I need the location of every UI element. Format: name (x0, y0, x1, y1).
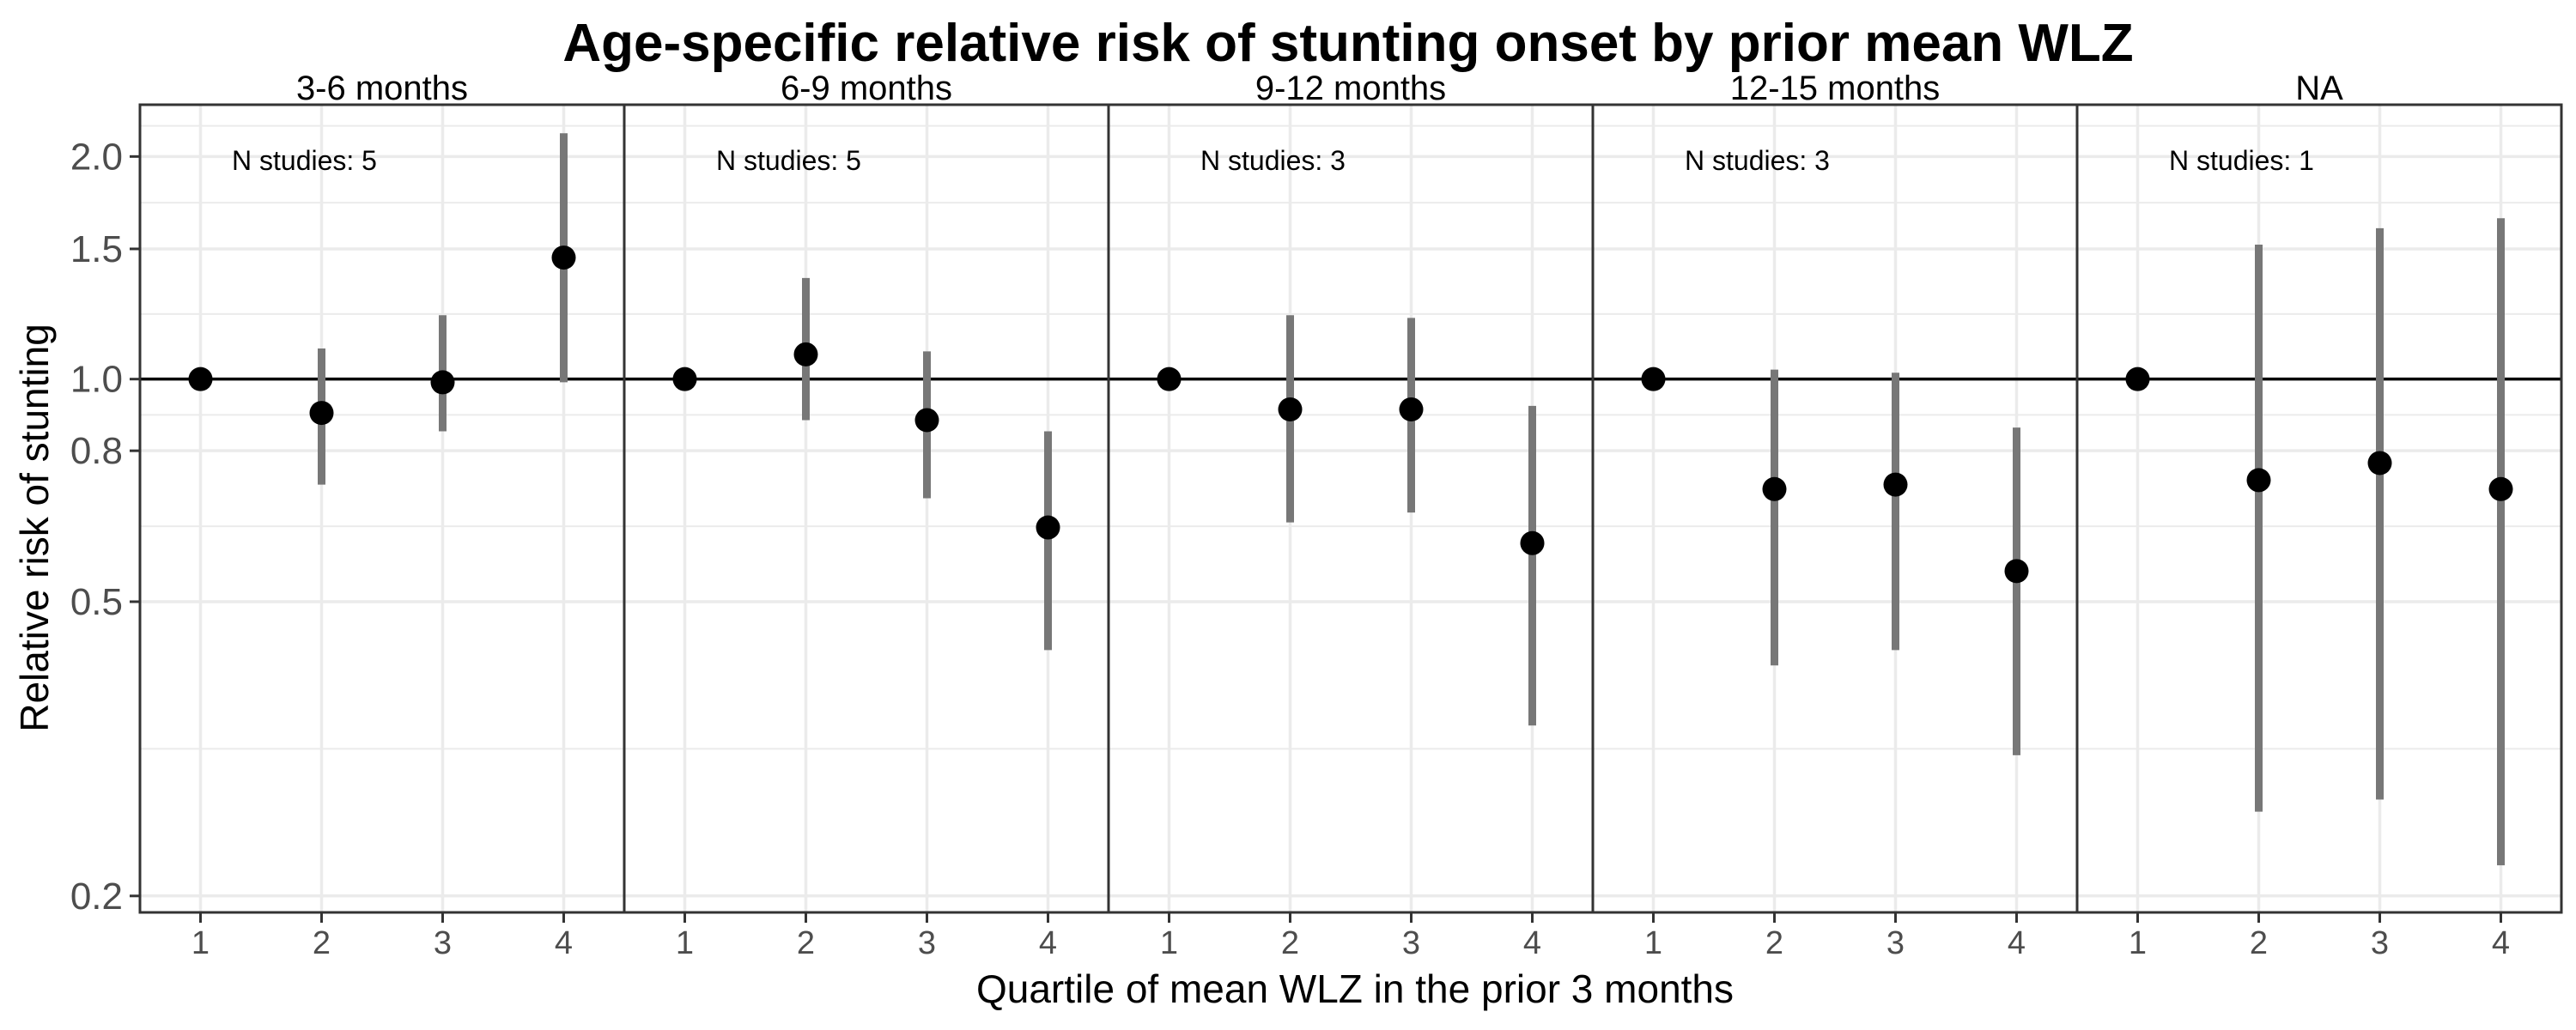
x-tick-label: 4 (2008, 925, 2026, 961)
n-studies-annotation: N studies: 5 (232, 145, 377, 176)
x-tick-label: 4 (2492, 925, 2510, 961)
data-point (309, 401, 334, 426)
x-tick-label: 3 (918, 925, 936, 961)
y-tick-label: 2.0 (70, 136, 123, 178)
data-point (430, 370, 455, 395)
data-point (1157, 367, 1182, 391)
x-tick-label: 3 (1402, 925, 1420, 961)
n-studies-annotation: N studies: 1 (2169, 145, 2314, 176)
x-tick-label: 4 (555, 925, 573, 961)
x-tick-label: 1 (676, 925, 694, 961)
panel-background (140, 105, 624, 912)
panel-label: 3-6 months (296, 70, 468, 107)
data-point (1762, 476, 1787, 501)
x-tick-label: 1 (1644, 925, 1662, 961)
x-tick-label: 1 (2129, 925, 2147, 961)
data-point (551, 245, 576, 270)
panel-background (1593, 105, 2077, 912)
x-tick-label: 1 (1160, 925, 1178, 961)
data-point (1641, 367, 1666, 391)
x-tick-label: 4 (1039, 925, 1057, 961)
x-tick-label: 1 (191, 925, 210, 961)
data-point (1520, 530, 1545, 555)
x-tick-label: 3 (1886, 925, 1905, 961)
panel-background (2077, 105, 2561, 912)
y-tick-label: 1.0 (70, 359, 123, 401)
y-tick-label: 0.8 (70, 430, 123, 472)
x-tick-label: 2 (1281, 925, 1299, 961)
data-point (672, 367, 697, 391)
y-tick-label: 1.5 (70, 228, 123, 270)
data-point (2125, 367, 2150, 391)
plot-area: N studies: 5 3-6 months 1 2 3 4 N studies: 5 6-… (70, 70, 2563, 961)
x-tick-label: 3 (2371, 925, 2389, 961)
panel-label: NA (2295, 70, 2343, 107)
data-point (1278, 397, 1303, 421)
data-point (1883, 472, 1908, 497)
panel-label: 12-15 months (1730, 70, 1941, 107)
x-tick-label: 2 (313, 925, 331, 961)
panel-background (624, 105, 1109, 912)
panel-label: 9-12 months (1255, 70, 1446, 107)
data-point (2488, 476, 2513, 501)
x-tick-label: 2 (1765, 925, 1783, 961)
data-point (793, 342, 818, 367)
data-point (188, 367, 213, 391)
data-point (2367, 451, 2392, 476)
data-point (1399, 397, 1424, 421)
n-studies-annotation: N studies: 3 (1200, 145, 1346, 176)
x-tick-label: 4 (1523, 925, 1541, 961)
data-point (2246, 468, 2271, 493)
x-axis-label: Quartile of mean WLZ in the prior 3 mont… (976, 966, 1734, 1011)
data-point (914, 408, 939, 433)
panel-label: 6-9 months (781, 70, 952, 107)
data-point (1036, 515, 1060, 540)
n-studies-annotation: N studies: 5 (716, 145, 861, 176)
x-tick-label: 2 (2250, 925, 2268, 961)
data-point (2004, 559, 2029, 584)
y-tick-label: 0.5 (70, 581, 123, 623)
panel-border (2075, 103, 2563, 914)
y-axis-label: Relative risk of stunting (12, 324, 57, 732)
y-tick-label: 0.2 (70, 876, 123, 918)
x-tick-label: 3 (434, 925, 452, 961)
panel-background (1109, 105, 1593, 912)
n-studies-annotation: N studies: 3 (1685, 145, 1830, 176)
x-tick-label: 2 (797, 925, 815, 961)
chart-title: Age-specific relative risk of stunting o… (562, 14, 2133, 73)
